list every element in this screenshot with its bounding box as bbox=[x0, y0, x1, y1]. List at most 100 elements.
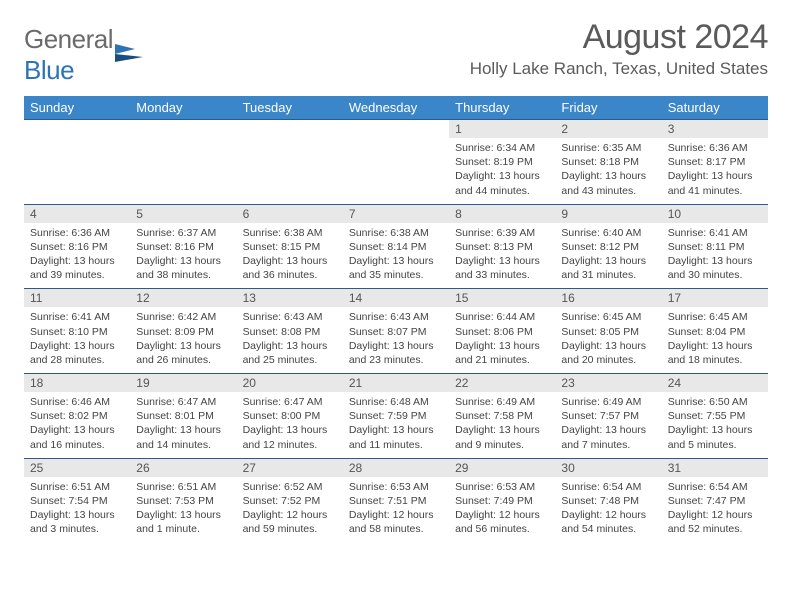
day-details: Sunrise: 6:46 AMSunset: 8:02 PMDaylight:… bbox=[24, 392, 130, 458]
calendar-day-cell: 9 Sunrise: 6:40 AM Sunset: 8:12 PM Daylight… bbox=[555, 204, 661, 289]
calendar-day-cell: 24Sunrise: 6:50 AMSunset: 7:55 PMDayligh… bbox=[662, 374, 768, 459]
day-number: 30 bbox=[555, 459, 661, 477]
sunrise-line: Sunrise: 6:45 AM bbox=[668, 311, 748, 323]
day-details: Sunrise: 6:36 AM Sunset: 8:16 PM Daylight:… bbox=[24, 223, 130, 289]
daylight-line: Daylight: 12 hours and 58 minutes. bbox=[349, 509, 434, 535]
day-number: 9 bbox=[555, 205, 661, 223]
sunrise-line: Sunrise: 6:45 AM bbox=[561, 311, 641, 323]
day-number: 19 bbox=[130, 374, 236, 392]
day-number: 16 bbox=[555, 289, 661, 307]
day-details: Sunrise: 6:37 AM Sunset: 8:16 PM Daylight:… bbox=[130, 223, 236, 289]
day-number: 25 bbox=[24, 459, 130, 477]
day-number: 23 bbox=[555, 374, 661, 392]
sunrise-line: Sunrise: 6:43 AM bbox=[349, 311, 429, 323]
calendar-day-cell: 14Sunrise: 6:43 AMSunset: 8:07 PMDayligh… bbox=[343, 289, 449, 374]
calendar-week-row: 1Sunrise: 6:34 AMSunset: 8:19 PMDaylight… bbox=[24, 120, 768, 205]
daylight-line: Daylight: 13 hours and 36 minutes. bbox=[243, 255, 328, 281]
calendar-day-cell: 1Sunrise: 6:34 AMSunset: 8:19 PMDaylight… bbox=[449, 120, 555, 205]
sunrise-line: Sunrise: 6:42 AM bbox=[136, 311, 216, 323]
sunset-line: Sunset: 7:52 PM bbox=[243, 495, 321, 507]
sunset-line: Sunset: 8:04 PM bbox=[668, 326, 746, 338]
sunrise-line: Sunrise: 6:38 AM bbox=[349, 227, 429, 239]
brand-text: General Blue bbox=[24, 24, 113, 86]
day-number: 18 bbox=[24, 374, 130, 392]
daylight-line: Daylight: 13 hours and 11 minutes. bbox=[349, 424, 434, 450]
sunset-line: Sunset: 8:18 PM bbox=[561, 156, 639, 168]
calendar-day-cell: 22Sunrise: 6:49 AMSunset: 7:58 PMDayligh… bbox=[449, 374, 555, 459]
calendar-day-cell: 25Sunrise: 6:51 AMSunset: 7:54 PMDayligh… bbox=[24, 458, 130, 542]
calendar-day-cell: 20Sunrise: 6:47 AMSunset: 8:00 PMDayligh… bbox=[237, 374, 343, 459]
day-number: 24 bbox=[662, 374, 768, 392]
sunrise-line: Sunrise: 6:47 AM bbox=[243, 396, 323, 408]
daylight-line: Daylight: 13 hours and 44 minutes. bbox=[455, 170, 540, 196]
day-number: 10 bbox=[662, 205, 768, 223]
day-number: 8 bbox=[449, 205, 555, 223]
daylight-line: Daylight: 13 hours and 30 minutes. bbox=[668, 255, 753, 281]
sunset-line: Sunset: 8:16 PM bbox=[136, 241, 214, 253]
day-details: Sunrise: 6:41 AM Sunset: 8:11 PM Daylight:… bbox=[662, 223, 768, 289]
sunset-line: Sunset: 7:57 PM bbox=[561, 410, 639, 422]
sunrise-line: Sunrise: 6:51 AM bbox=[136, 481, 216, 493]
sunset-line: Sunset: 7:59 PM bbox=[349, 410, 427, 422]
calendar-day-cell: 12Sunrise: 6:42 AMSunset: 8:09 PMDayligh… bbox=[130, 289, 236, 374]
calendar-day-cell: 7Sunrise: 6:38 AMSunset: 8:14 PMDaylight… bbox=[343, 204, 449, 289]
sunrise-line: Sunrise: 6:36 AM bbox=[30, 227, 110, 239]
calendar-week-row: 4 Sunrise: 6:36 AM Sunset: 8:16 PM Daylight… bbox=[24, 204, 768, 289]
sunrise-line: Sunrise: 6:35 AM bbox=[561, 142, 641, 154]
daylight-line: Daylight: 13 hours and 35 minutes. bbox=[349, 255, 434, 281]
calendar-day-cell: 23Sunrise: 6:49 AMSunset: 7:57 PMDayligh… bbox=[555, 374, 661, 459]
day-details: Sunrise: 6:51 AMSunset: 7:53 PMDaylight:… bbox=[130, 477, 236, 543]
sunrise-line: Sunrise: 6:47 AM bbox=[136, 396, 216, 408]
sunrise-line: Sunrise: 6:49 AM bbox=[455, 396, 535, 408]
weekday-header: Saturday bbox=[662, 96, 768, 120]
daylight-line: Daylight: 13 hours and 12 minutes. bbox=[243, 424, 328, 450]
day-details: Sunrise: 6:47 AMSunset: 8:01 PMDaylight:… bbox=[130, 392, 236, 458]
daylight-line: Daylight: 13 hours and 31 minutes. bbox=[561, 255, 646, 281]
brand-logo: General Blue bbox=[24, 24, 145, 86]
day-details: Sunrise: 6:44 AMSunset: 8:06 PMDaylight:… bbox=[449, 307, 555, 373]
daylight-line: Daylight: 13 hours and 14 minutes. bbox=[136, 424, 221, 450]
daylight-line: Daylight: 12 hours and 59 minutes. bbox=[243, 509, 328, 535]
daylight-line: Daylight: 13 hours and 39 minutes. bbox=[30, 255, 115, 281]
calendar-day-cell bbox=[24, 120, 130, 205]
day-details: Sunrise: 6:38 AM Sunset: 8:14 PM Daylight:… bbox=[343, 223, 449, 289]
calendar-day-cell: 18Sunrise: 6:46 AMSunset: 8:02 PMDayligh… bbox=[24, 374, 130, 459]
day-details: Sunrise: 6:43 AMSunset: 8:08 PMDaylight:… bbox=[237, 307, 343, 373]
daylight-line: Daylight: 13 hours and 43 minutes. bbox=[561, 170, 646, 196]
daylight-line: Daylight: 13 hours and 25 minutes. bbox=[243, 340, 328, 366]
calendar-day-cell: 16Sunrise: 6:45 AMSunset: 8:05 PMDayligh… bbox=[555, 289, 661, 374]
sunrise-line: Sunrise: 6:38 AM bbox=[243, 227, 323, 239]
day-number: 4 bbox=[24, 205, 130, 223]
sunset-line: Sunset: 8:19 PM bbox=[455, 156, 533, 168]
sunset-line: Sunset: 8:05 PM bbox=[561, 326, 639, 338]
daylight-line: Daylight: 13 hours and 38 minutes. bbox=[136, 255, 221, 281]
day-details: Sunrise: 6:41 AMSunset: 8:10 PMDaylight:… bbox=[24, 307, 130, 373]
daylight-line: Daylight: 12 hours and 56 minutes. bbox=[455, 509, 540, 535]
day-number: 6 bbox=[237, 205, 343, 223]
daylight-line: Daylight: 13 hours and 41 minutes. bbox=[668, 170, 753, 196]
calendar-day-cell: 19Sunrise: 6:47 AMSunset: 8:01 PMDayligh… bbox=[130, 374, 236, 459]
day-number: 31 bbox=[662, 459, 768, 477]
sunrise-line: Sunrise: 6:41 AM bbox=[668, 227, 748, 239]
day-details: Sunrise: 6:39 AMSunset: 8:13 PMDaylight:… bbox=[449, 223, 555, 289]
sunrise-line: Sunrise: 6:41 AM bbox=[30, 311, 110, 323]
day-details: Sunrise: 6:42 AMSunset: 8:09 PMDaylight:… bbox=[130, 307, 236, 373]
daylight-line: Daylight: 13 hours and 7 minutes. bbox=[561, 424, 646, 450]
weekday-header: Wednesday bbox=[343, 96, 449, 120]
sunrise-line: Sunrise: 6:51 AM bbox=[30, 481, 110, 493]
sunset-line: Sunset: 7:55 PM bbox=[668, 410, 746, 422]
sunset-line: Sunset: 8:12 PM bbox=[561, 241, 639, 253]
sunrise-line: Sunrise: 6:37 AM bbox=[136, 227, 216, 239]
calendar-day-cell bbox=[237, 120, 343, 205]
sunset-line: Sunset: 8:16 PM bbox=[30, 241, 108, 253]
daylight-line: Daylight: 13 hours and 28 minutes. bbox=[30, 340, 115, 366]
sunset-line: Sunset: 8:14 PM bbox=[349, 241, 427, 253]
sunrise-line: Sunrise: 6:52 AM bbox=[243, 481, 323, 493]
sunrise-line: Sunrise: 6:40 AM bbox=[561, 227, 641, 239]
day-details: Sunrise: 6:53 AMSunset: 7:49 PMDaylight:… bbox=[449, 477, 555, 543]
sunset-line: Sunset: 8:09 PM bbox=[136, 326, 214, 338]
calendar-header-row: SundayMondayTuesdayWednesdayThursdayFrid… bbox=[24, 96, 768, 120]
day-number: 29 bbox=[449, 459, 555, 477]
calendar-week-row: 11Sunrise: 6:41 AMSunset: 8:10 PMDayligh… bbox=[24, 289, 768, 374]
sunset-line: Sunset: 8:11 PM bbox=[668, 241, 745, 253]
